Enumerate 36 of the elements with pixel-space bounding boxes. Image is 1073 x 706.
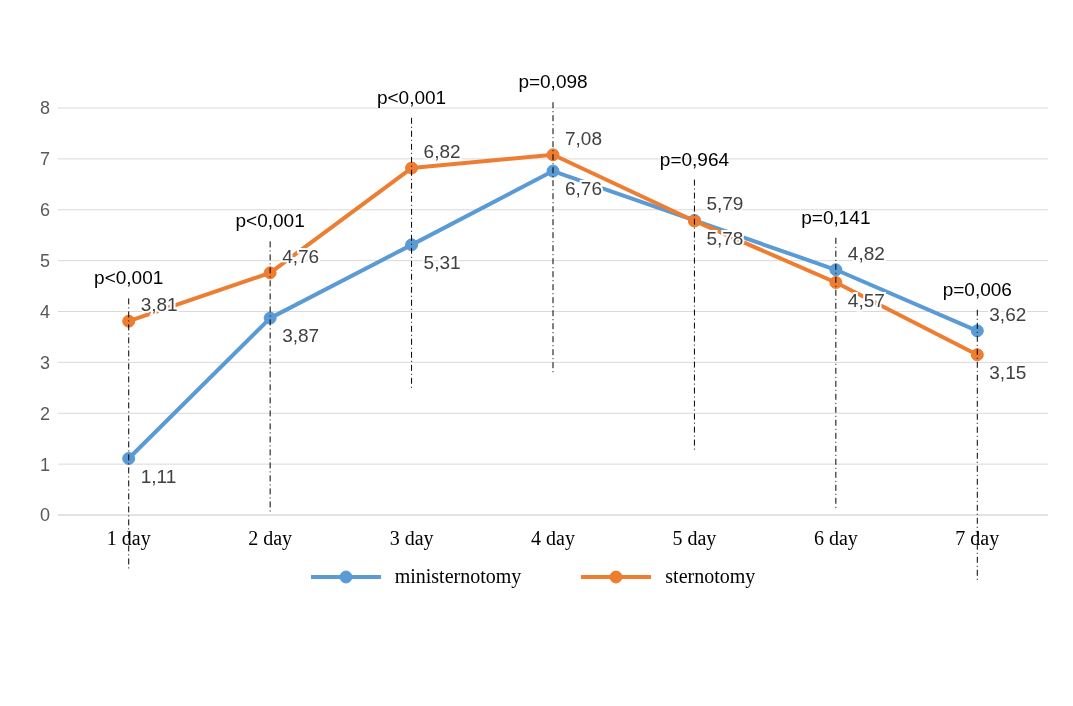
data-label: 6,82	[423, 141, 461, 163]
y-tick-label: 2	[39, 403, 50, 424]
y-tick-label: 8	[39, 98, 50, 119]
legend-label: sternotomy	[665, 565, 756, 588]
data-label: 1,11	[140, 465, 177, 487]
legend-label: ministernotomy	[394, 565, 522, 588]
data-label: 3,62	[989, 303, 1027, 325]
y-tick-label: 3	[39, 352, 50, 373]
x-tick-label: 3 day	[389, 527, 434, 551]
data-label: 6,76	[565, 178, 602, 200]
annotation: p=0,006	[942, 278, 1012, 300]
data-label: 7,08	[565, 127, 602, 149]
y-tick-label: 5	[39, 251, 50, 272]
data-label: 3,15	[989, 361, 1027, 383]
data-label: 5,31	[423, 251, 461, 273]
y-tick-label: 1	[39, 454, 50, 475]
text: p<0,001	[376, 86, 447, 108]
y-tick-label: 4	[39, 301, 50, 322]
annotation: p=0,964	[659, 148, 730, 170]
x-tick-label: 5 day	[672, 527, 717, 551]
data-label: 3,81	[140, 294, 178, 316]
x-tick-label: 4 day	[531, 527, 575, 551]
x-tick-label: 7 day	[955, 527, 1000, 551]
x-tick-label: 6 day	[813, 527, 858, 551]
annotation: p<0,001	[94, 267, 164, 289]
annotation: p<0,001	[235, 210, 305, 232]
data-label: 5,79	[706, 193, 744, 215]
annotation: p=0,141	[801, 206, 871, 228]
text: p=0,098	[518, 71, 588, 93]
data-label: 4,82	[847, 242, 885, 264]
y-tick-label: 7	[39, 149, 50, 170]
y-tick-label: 6	[39, 200, 50, 221]
x-tick-label: 1 day	[106, 527, 151, 551]
data-label: 3,87	[282, 325, 320, 347]
y-tick-label: 0	[39, 505, 50, 526]
x-tick-label: 2 day	[248, 527, 293, 551]
